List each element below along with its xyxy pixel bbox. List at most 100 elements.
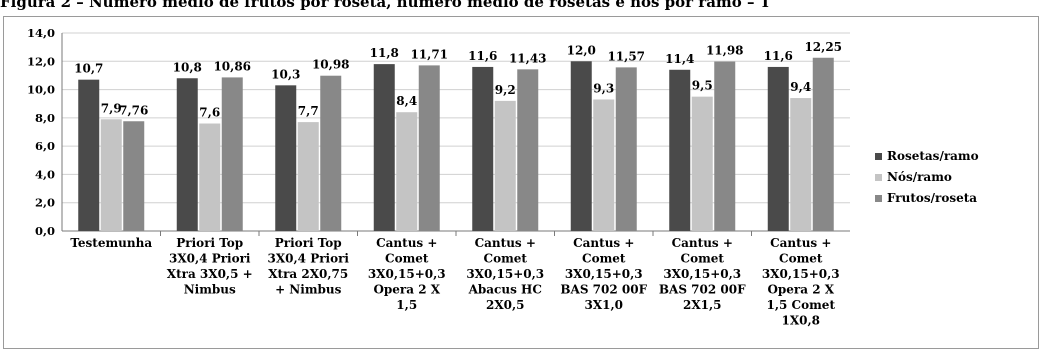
legend-swatch — [875, 174, 882, 181]
x-category-label-line: Opera 2 X — [767, 283, 834, 297]
data-label: 9,3 — [593, 81, 614, 95]
data-label: 11,4 — [665, 52, 694, 66]
x-category-label-line: Abacus HC — [468, 283, 542, 297]
data-label: 10,3 — [271, 67, 300, 81]
x-category-label: Cantus + Comet 3X0,15+0,3 BAS 702 00F 2X1,5 — [659, 236, 746, 312]
x-category-label: Priori Top 3X0,4 Priori Xtra 2X0,75 + Nimbu… — [267, 236, 349, 297]
bar-rosetas-ramo — [275, 85, 297, 231]
y-tick-label: 6,0 — [35, 139, 55, 153]
data-label: 7,9 — [101, 101, 122, 115]
x-category-label-line: Cantus + — [376, 236, 437, 250]
data-label: 11,6 — [764, 49, 793, 63]
y-tick-label: 4,0 — [35, 167, 55, 181]
x-category-label: Cantus + Comet 3X0,15+0,3 Opera 2 X 1,5 — [368, 236, 446, 312]
bar-n-s-ramo — [691, 96, 713, 232]
x-category-label-line: 3X1,0 — [584, 298, 623, 312]
data-label: 11,57 — [607, 49, 645, 63]
x-category-label: Cantus + Comet 3X0,15+0,3 BAS 702 00F 3X1,0 — [560, 236, 647, 312]
chart-frame: 0,0 2,0 4,0 6,0 8,0 10,0 12,0 14,0 10,7 7,9 7,76 Te… — [3, 16, 1039, 349]
y-tick-label: 14,0 — [27, 26, 55, 40]
bar-frutos-roseta — [812, 57, 834, 231]
x-category-label-line: 3X0,15+0,3 — [466, 267, 544, 281]
data-label: 11,6 — [468, 49, 497, 63]
x-category-label-line: Xtra 3X0,5 + — [167, 267, 253, 281]
legend-swatch — [875, 153, 882, 160]
x-category-label-line: BAS 702 00F — [560, 283, 647, 297]
x-category-label-line: Comet — [385, 252, 429, 266]
x-category-label: Cantus + Comet 3X0,15+0,3 Opera 2 X 1,5 Come… — [762, 236, 840, 328]
x-category-label-line: BAS 702 00F — [659, 283, 746, 297]
x-category-label: Testemunha — [70, 236, 152, 250]
y-tick-label: 12,0 — [27, 54, 55, 68]
data-label: 11,43 — [509, 51, 547, 65]
bar-frutos-roseta — [517, 69, 539, 231]
data-label: 8,4 — [396, 94, 417, 108]
data-label: 9,2 — [495, 83, 516, 97]
legend-label: Frutos/roseta — [887, 191, 977, 205]
legend-label: Rosetas/ramo — [887, 149, 979, 163]
data-label: 12,25 — [804, 40, 842, 54]
bar-n-s-ramo — [297, 122, 319, 231]
data-label: 9,4 — [790, 80, 811, 94]
data-label: 10,8 — [173, 60, 202, 74]
x-category-label-line: 3X0,4 Priori — [169, 252, 251, 266]
bar-frutos-roseta — [123, 121, 145, 231]
x-category-label-line: Priori Top — [176, 236, 243, 250]
bar-rosetas-ramo — [176, 78, 198, 231]
x-category-label-line: 3X0,4 Priori — [267, 252, 349, 266]
y-tick-label: 8,0 — [35, 111, 55, 125]
bar-frutos-roseta — [714, 61, 736, 231]
x-category-label-line: 2X1,5 — [683, 298, 722, 312]
bar-n-s-ramo — [100, 119, 122, 231]
data-label: 9,5 — [692, 79, 713, 93]
x-category-label: Cantus + Comet 3X0,15+0,3 Abacus HC 2X0,5 — [466, 236, 544, 312]
bar-frutos-roseta — [418, 65, 440, 231]
bar-rosetas-ramo — [767, 66, 789, 231]
data-label: 10,98 — [312, 58, 350, 72]
bar-n-s-ramo — [199, 123, 221, 231]
y-tick-label: 10,0 — [27, 83, 55, 97]
x-category-label-line: 2X0,5 — [486, 298, 525, 312]
x-category-label-line: 1,5 — [396, 298, 417, 312]
bar-frutos-roseta — [320, 75, 342, 231]
bar-rosetas-ramo — [570, 61, 592, 232]
data-label: 11,71 — [410, 47, 448, 61]
figure-caption: Figura 2 – Número médio de frutos por ro… — [0, 0, 771, 11]
y-tick-label: 0,0 — [35, 224, 55, 238]
bar-frutos-roseta — [221, 77, 243, 231]
bar-n-s-ramo — [790, 98, 812, 231]
data-label: 11,8 — [370, 46, 399, 60]
bar-n-s-ramo — [593, 99, 615, 231]
x-category-label-line: Comet — [681, 252, 725, 266]
data-label: 11,98 — [706, 44, 744, 58]
x-category-label: Priori Top 3X0,4 Priori Xtra 3X0,5 + Nimbus — [167, 236, 253, 297]
y-tick-label: 2,0 — [35, 196, 55, 210]
x-category-label-line: 1X0,8 — [781, 314, 820, 328]
bar-rosetas-ramo — [373, 64, 395, 231]
x-category-label-line: 3X0,15+0,3 — [663, 267, 741, 281]
x-category-label-line: Cantus + — [475, 236, 536, 250]
bar-rosetas-ramo — [472, 66, 494, 231]
x-category-label-line: Comet — [779, 252, 823, 266]
x-category-label-line: + Nimbus — [275, 283, 342, 297]
x-category-label-line: Priori Top — [275, 236, 342, 250]
data-label: 7,7 — [298, 104, 319, 118]
bar-rosetas-ramo — [669, 69, 691, 231]
x-category-label-line: Comet — [582, 252, 626, 266]
x-category-label-line: Comet — [484, 252, 528, 266]
x-category-label-line: Testemunha — [70, 236, 152, 250]
legend-label: Nós/ramo — [887, 170, 952, 184]
x-category-label-line: Xtra 2X0,75 — [268, 267, 348, 281]
data-label: 7,6 — [199, 106, 220, 120]
data-label: 10,86 — [213, 59, 251, 73]
data-label: 12,0 — [567, 43, 596, 57]
legend-swatch — [875, 195, 882, 202]
x-category-label-line: 3X0,15+0,3 — [565, 267, 643, 281]
bar-n-s-ramo — [396, 112, 418, 231]
x-category-label-line: 1,5 Comet — [767, 298, 836, 312]
x-category-label-line: 3X0,15+0,3 — [368, 267, 446, 281]
x-category-label-line: 3X0,15+0,3 — [762, 267, 840, 281]
x-category-label-line: Cantus + — [573, 236, 634, 250]
bar-rosetas-ramo — [78, 79, 100, 231]
bar-frutos-roseta — [615, 67, 637, 231]
